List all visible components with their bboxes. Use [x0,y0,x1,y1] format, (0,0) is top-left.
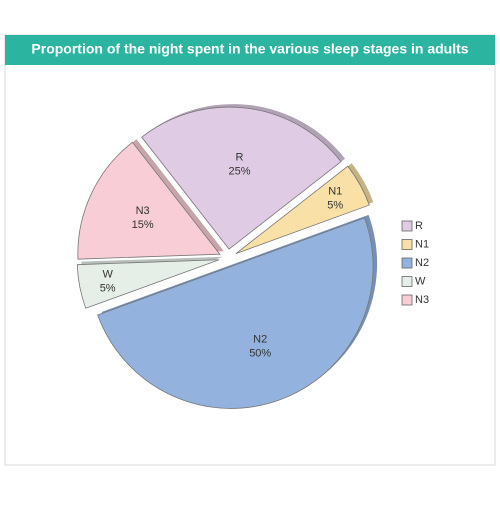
slice [235,165,370,255]
slice [97,217,374,409]
legend-swatch [401,294,413,306]
slice-label: N2 [253,333,267,345]
slice-label: W [102,268,113,280]
legend-swatch [401,276,413,287]
slice-value: 50% [249,347,271,359]
slice-value: 5% [327,199,343,211]
slice [76,259,220,309]
legend-label: N2 [415,257,429,269]
slice-label: N1 [328,185,342,197]
legend-swatch [401,257,413,269]
legend-label: W [415,275,426,287]
legend-label: N1 [415,238,429,250]
slice-label: N3 [136,205,150,217]
title-bar [5,35,495,65]
slice-value: 15% [132,219,154,231]
legend-label: R [415,220,423,232]
legend: R N1 N2 W N3 [401,220,429,306]
pie: R 25% N1 5% N2 50% W 5% N3 15% [76,104,378,409]
legend-swatch [401,239,413,250]
slice [77,141,221,260]
slice [141,106,342,250]
slice-value: 5% [100,282,116,294]
legend-swatch [401,220,413,232]
chart-title: Proportion of the night spent in the var… [31,41,468,57]
legend-label: N3 [415,294,429,306]
slice-value: 25% [228,165,250,177]
slice-label: R [236,151,244,163]
